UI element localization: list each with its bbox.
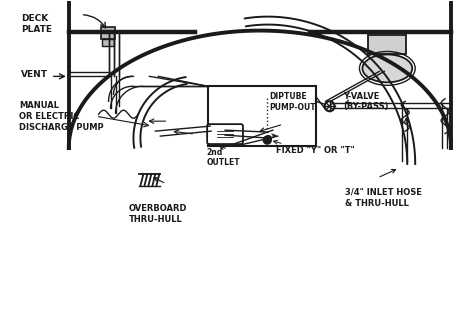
FancyBboxPatch shape bbox=[207, 124, 243, 144]
Ellipse shape bbox=[363, 54, 412, 82]
Circle shape bbox=[263, 136, 271, 144]
Text: VENT: VENT bbox=[21, 70, 48, 79]
Text: 2nd
OUTLET: 2nd OUTLET bbox=[206, 148, 240, 167]
Text: DECK
PLATE: DECK PLATE bbox=[21, 14, 52, 34]
Circle shape bbox=[325, 101, 335, 111]
Text: DIPTUBE
PUMP-OUT: DIPTUBE PUMP-OUT bbox=[269, 92, 316, 112]
Bar bbox=[208, 86, 316, 146]
Text: Y-VALVE
(BY-PASS): Y-VALVE (BY-PASS) bbox=[344, 92, 389, 111]
Bar bbox=[368, 34, 406, 54]
Text: MANUAL
OR ELECTRIC
DISCHARGE PUMP: MANUAL OR ELECTRIC DISCHARGE PUMP bbox=[19, 100, 104, 132]
Text: 3/4" INLET HOSE
& THRU-HULL: 3/4" INLET HOSE & THRU-HULL bbox=[345, 188, 421, 208]
Text: OVERBOARD
THRU-HULL: OVERBOARD THRU-HULL bbox=[128, 204, 187, 224]
Text: FIXED "Y" OR "T": FIXED "Y" OR "T" bbox=[276, 146, 355, 155]
Bar bbox=[101, 39, 114, 46]
Bar bbox=[100, 27, 115, 39]
